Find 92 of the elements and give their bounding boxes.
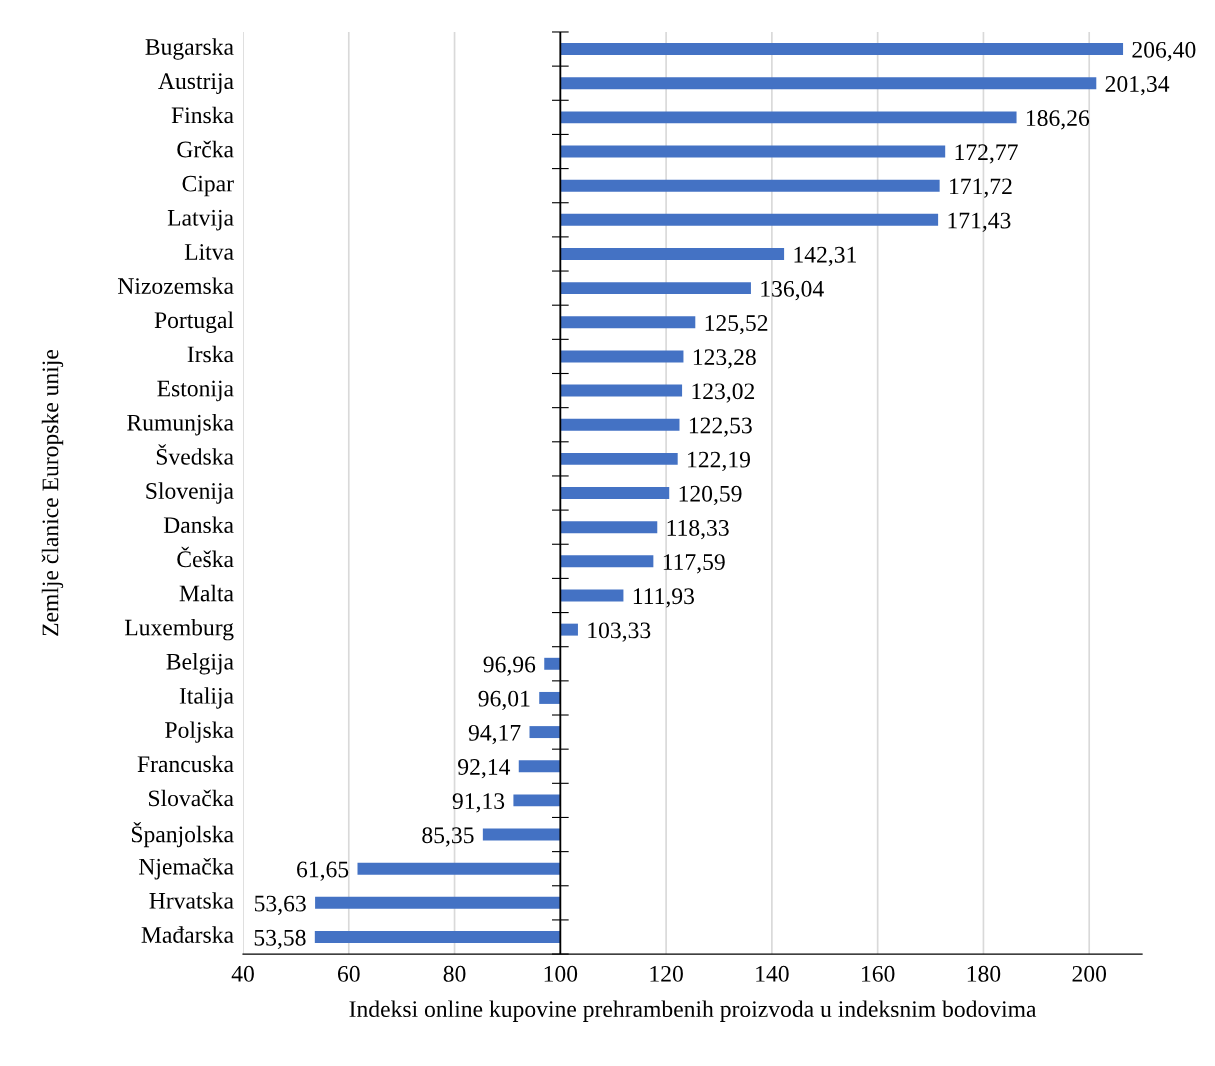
bar	[560, 145, 946, 158]
bar	[529, 726, 561, 739]
y-tick-label: Finska	[171, 106, 234, 124]
bar	[560, 384, 683, 397]
bar	[560, 111, 1017, 124]
bar	[314, 931, 561, 943]
y-tick-label: Malta	[179, 584, 234, 602]
bar	[539, 691, 561, 704]
bar	[560, 623, 578, 636]
data-label: 171,72	[950, 178, 1012, 198]
bar	[560, 247, 785, 260]
bar	[560, 77, 1097, 90]
bar	[513, 794, 561, 807]
x-axis-title: Indeksi online kupovine prehrambenih proizvoda u indeksnim bodovima	[349, 1000, 1037, 1022]
x-tick-label: 140	[756, 965, 789, 982]
y-tick-label: Litva	[184, 244, 234, 260]
bar	[560, 282, 751, 295]
data-label: 96,96	[483, 656, 536, 676]
data-label: 118,33	[667, 519, 729, 540]
data-label: 142,31	[794, 246, 856, 267]
x-tick-label: 120	[650, 965, 683, 982]
data-label: 94,17	[468, 724, 521, 745]
data-label: 85,35	[422, 827, 474, 847]
data-label: 206,40	[1132, 41, 1196, 62]
y-tick-label: Njemačka	[138, 857, 234, 880]
bar	[560, 316, 696, 329]
bar	[560, 589, 624, 602]
bar	[560, 179, 940, 192]
bar	[560, 555, 654, 568]
data-label: 122,19	[688, 451, 750, 471]
y-tick-label: Slovačka	[149, 789, 234, 807]
bar	[482, 828, 561, 841]
y-tick-label: Mađarska	[141, 926, 234, 943]
y-tick-label: Grčka	[177, 140, 234, 158]
data-label: 120,59	[679, 485, 742, 506]
y-tick-label: Latvija	[167, 209, 234, 231]
x-tick-label: 180	[967, 965, 1001, 982]
data-label: 111,93	[633, 588, 694, 608]
bar	[560, 418, 680, 431]
data-label: 172,77	[955, 144, 1018, 164]
y-tick-label: Belgija	[166, 653, 234, 675]
y-tick-label: Rumunjska	[127, 414, 234, 436]
y-tick-label: Češka	[177, 546, 234, 568]
y-tick-label: Luxemburg	[124, 618, 234, 641]
data-label: 171,43	[948, 212, 1011, 232]
data-label: 123,02	[692, 383, 755, 403]
bar	[560, 43, 1124, 56]
y-tick-label: Francuska	[137, 755, 234, 773]
data-label: 91,13	[452, 793, 505, 813]
bar	[560, 487, 670, 499]
data-label: 136,04	[761, 280, 824, 301]
data-label: 125,52	[705, 315, 768, 335]
data-label: 201,34	[1105, 75, 1170, 96]
data-label: 96,01	[478, 690, 530, 711]
bar	[544, 657, 561, 670]
y-tick-label: Austrija	[158, 73, 234, 94]
y-tick-label: Bugarska	[145, 38, 234, 60]
x-tick-label: 100	[544, 965, 578, 982]
y-tick-label: Španjolska	[131, 821, 234, 848]
y-tick-label: Cipar	[182, 175, 234, 197]
data-label: 92,14	[458, 759, 511, 779]
y-tick-label: Italija	[179, 687, 234, 709]
bar	[560, 213, 939, 226]
data-label: 186,26	[1026, 110, 1090, 130]
bar	[315, 896, 561, 909]
data-label: 117,59	[663, 554, 725, 574]
y-tick-label: Danska	[163, 516, 234, 534]
x-tick-label: 40	[231, 965, 254, 982]
data-label: 123,28	[693, 349, 756, 369]
data-label: 122,53	[689, 417, 752, 437]
x-tick-label: 60	[337, 965, 360, 982]
bar	[560, 350, 684, 363]
bar	[518, 760, 561, 773]
y-tick-label: Estonija	[157, 380, 234, 402]
data-label: 53,58	[254, 929, 306, 950]
y-tick-label: Slovenija	[146, 482, 234, 504]
bar	[560, 521, 658, 534]
x-tick-label: 80	[443, 965, 466, 982]
y-tick-label: Irska	[187, 345, 234, 363]
data-label: 53,63	[255, 895, 306, 915]
y-tick-label: Hrvatska	[149, 892, 234, 909]
y-tick-label: Švedska	[156, 444, 234, 465]
x-tick-label: 160	[862, 965, 895, 982]
bar	[357, 862, 561, 875]
y-tick-label: Nizozemska	[117, 277, 234, 295]
y-tick-label: Poljska	[165, 721, 234, 743]
bar	[560, 452, 678, 465]
x-tick-label: 200	[1072, 965, 1107, 982]
y-axis-title: Zemlje članice Europske unije	[41, 349, 64, 636]
data-label: 61,65	[297, 861, 349, 881]
y-tick-label: Portugal	[154, 311, 234, 334]
data-label: 103,33	[588, 622, 651, 642]
